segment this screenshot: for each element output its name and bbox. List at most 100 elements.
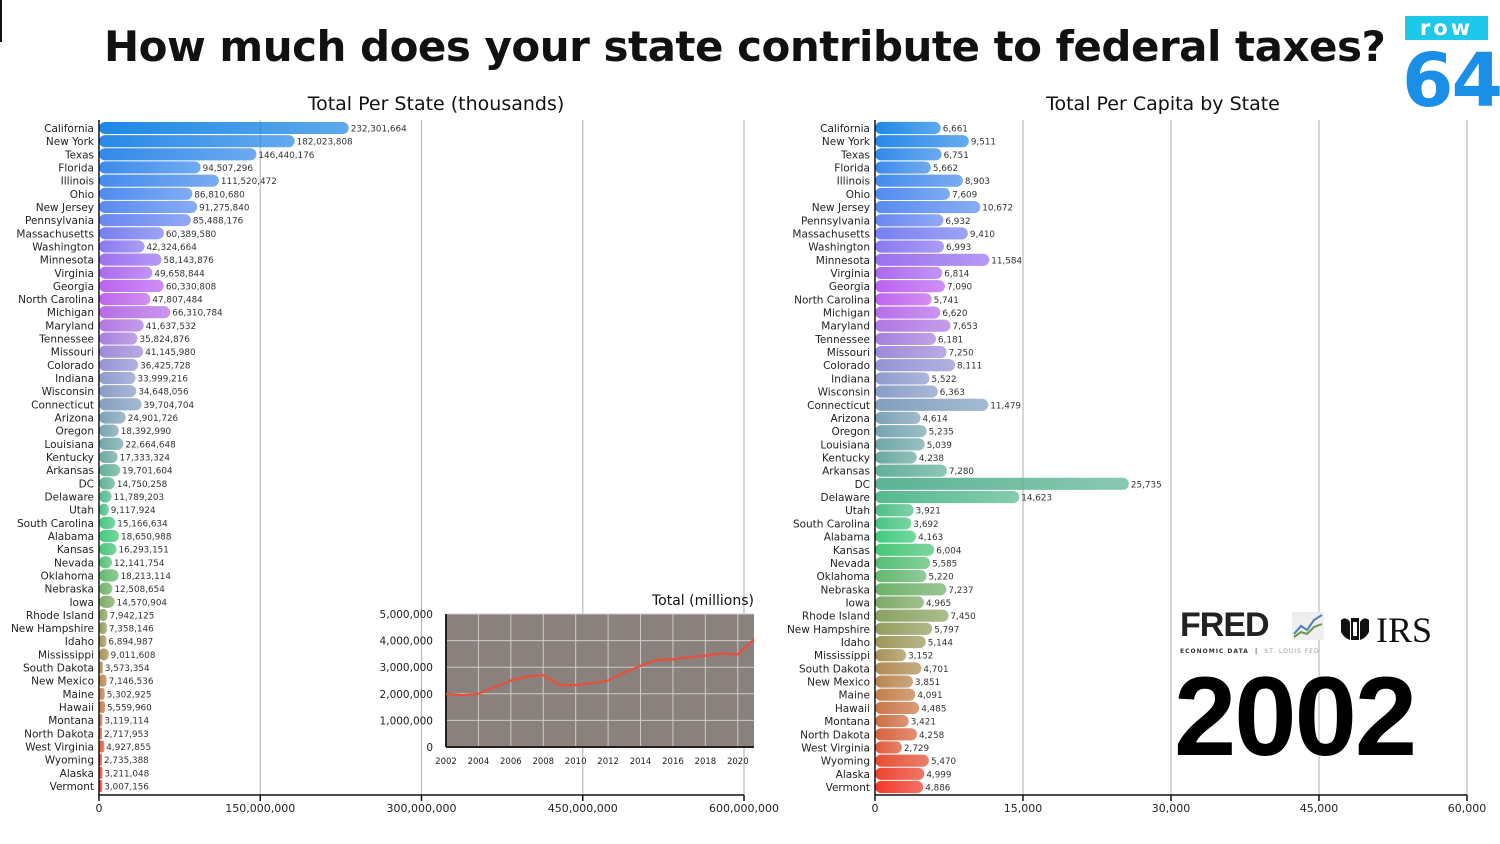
value-label: 4,163 [918,533,943,543]
x-tick-label: 450,000,000 [548,802,618,815]
row64-logo-top: row [1405,16,1488,40]
bar [99,569,119,582]
category-label: Massachusetts [792,228,870,240]
bar [875,477,1129,490]
category-label: New Mexico [31,676,94,688]
bar [99,398,142,411]
value-label: 11,479 [990,401,1021,411]
category-label: Rhode Island [26,610,94,622]
bar [875,517,912,530]
value-label: 6,814 [944,269,970,279]
category-label: Kentucky [46,452,94,464]
value-label: 3,007,156 [104,783,149,793]
value-label: 60,330,808 [166,282,216,292]
category-label: Maryland [821,321,870,333]
x-tick-label: 600,000,000 [709,802,779,815]
bar [875,438,925,451]
category-label: Utah [69,505,94,517]
category-label: Rhode Island [802,611,870,623]
bar [99,529,120,543]
bar [99,714,103,727]
category-label: Montana [48,715,94,727]
x-tick-label: 45,000 [1300,802,1339,815]
bar [99,306,171,319]
x-tick-label: 0 [96,802,103,815]
value-label: 3,152 [908,652,933,662]
bar [875,464,947,477]
value-label: 6,751 [944,151,969,161]
fred-graph-icon [1292,612,1324,640]
inset-x-tick-label: 2016 [662,757,684,767]
bar [99,503,109,516]
category-label: Connecticut [31,399,94,411]
value-label: 5,470 [931,757,957,767]
category-label: DC [855,479,870,491]
bar [875,688,916,701]
bar [99,516,116,529]
category-label: Washington [32,241,94,253]
category-label: West Virginia [25,742,94,754]
bar [875,293,932,306]
category-label: California [44,123,94,135]
category-label: New York [822,136,871,148]
year-label: 2002 [1174,654,1417,779]
bar [875,425,927,438]
bar [875,411,921,425]
value-label: 8,903 [965,177,990,187]
bar [875,121,941,135]
value-label: 9,410 [970,230,996,240]
bar [875,332,936,345]
value-label: 182,023,808 [297,138,353,148]
value-label: 42,324,664 [146,243,197,253]
value-label: 6,363 [940,388,965,398]
value-label: 5,662 [933,164,958,174]
bar [99,200,198,214]
bar [875,306,941,319]
value-label: 18,392,990 [121,427,172,437]
value-label: 22,664,648 [125,440,175,450]
inset-x-tick-label: 2018 [695,757,717,767]
bar [875,359,956,372]
category-label: Michigan [823,308,870,320]
category-label: Louisiana [820,439,870,451]
inset-x-tick-label: 2006 [500,757,522,767]
category-label: South Carolina [17,518,94,530]
value-label: 7,090 [947,283,973,293]
value-label: 19,701,604 [122,467,173,477]
value-label: 41,637,532 [146,322,196,332]
category-label: Wyoming [821,756,870,768]
bar [99,148,257,161]
category-label: Idaho [841,637,870,649]
bar [875,490,1020,504]
value-label: 35,824,876 [140,335,191,345]
value-label: 7,609 [952,190,977,200]
value-label: 33,999,216 [138,375,189,385]
bar [875,148,942,161]
category-label: Georgia [829,281,870,293]
bar [99,358,139,371]
bar [875,649,907,662]
bar [99,345,144,358]
category-label: Missouri [51,347,94,359]
bar [99,766,103,779]
category-label: Illinois [837,176,870,188]
value-label: 85,488,176 [193,217,244,227]
category-label: Iowa [845,597,870,609]
bar [875,161,931,174]
category-label: Pennsylvania [25,215,94,227]
bar [875,767,925,780]
bar [875,214,944,227]
value-label: 86,810,680 [194,190,245,200]
value-label: 47,807,484 [152,296,203,306]
category-label: Oklahoma [817,571,870,583]
x-tick-label: 0 [872,802,879,815]
value-label: 39,704,704 [144,401,195,411]
bar [875,253,990,266]
value-label: 5,302,925 [107,690,152,700]
value-label: 14,623 [1021,494,1052,504]
category-label: Nevada [830,558,870,570]
category-label: North Carolina [794,294,870,306]
value-label: 3,851 [915,678,940,688]
bar [99,556,113,569]
